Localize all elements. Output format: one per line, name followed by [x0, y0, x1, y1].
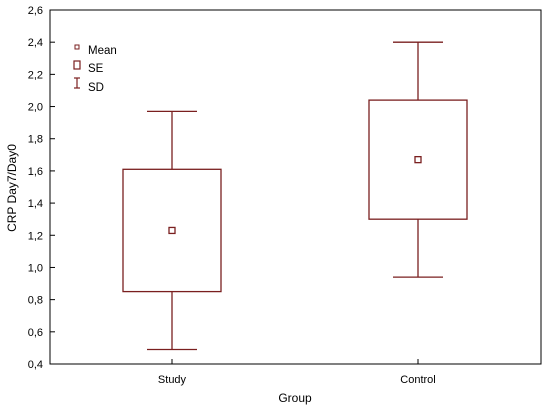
box-group-control	[368, 41, 468, 278]
y-tick-label: 0,4	[28, 359, 43, 371]
x-axis-title: Group	[278, 391, 312, 405]
small-square-icon	[74, 44, 80, 50]
y-tick-label: 2,2	[28, 69, 43, 81]
y-tick-label: 1,8	[28, 134, 43, 146]
y-axis-title: CRP Day7/Day0	[5, 144, 19, 232]
y-tick-label: 1,4	[28, 198, 43, 210]
legend-label: SE	[88, 63, 104, 75]
x-axis-ticks: Study Control	[158, 359, 436, 386]
plot-border	[49, 9, 542, 365]
legend-item-se: SE	[73, 60, 104, 75]
rectangle-icon	[73, 60, 81, 70]
mean-marker	[168, 226, 176, 235]
boxes-layer	[122, 41, 468, 351]
y-tick-label: 2,0	[28, 102, 43, 114]
y-axis-ticks: 0,4 0,6 0,8 1,0 1,2 1,4 1,6 1,8 2,0 2,2 2,4 2,6	[28, 5, 55, 371]
y-tick-label: 2,4	[28, 37, 43, 49]
legend-label: SD	[88, 82, 104, 94]
x-tick-label: Study	[158, 374, 187, 386]
y-tick-label: 0,8	[28, 295, 43, 307]
mean-marker	[414, 155, 422, 164]
y-tick-label: 1,6	[28, 166, 43, 178]
plot-frame	[49, 9, 542, 365]
y-tick-label: 0,6	[28, 327, 43, 339]
legend: Mean SE SD	[73, 44, 117, 94]
x-tick-label: Control	[400, 374, 435, 386]
y-tick-label: 1,0	[28, 262, 43, 274]
box-group-study	[122, 110, 222, 351]
legend-label: Mean	[88, 45, 117, 57]
y-tick-label: 2,6	[28, 5, 43, 17]
legend-item-mean: Mean	[74, 44, 117, 57]
legend-item-sd: SD	[74, 77, 104, 94]
y-tick-label: 1,2	[28, 230, 43, 242]
